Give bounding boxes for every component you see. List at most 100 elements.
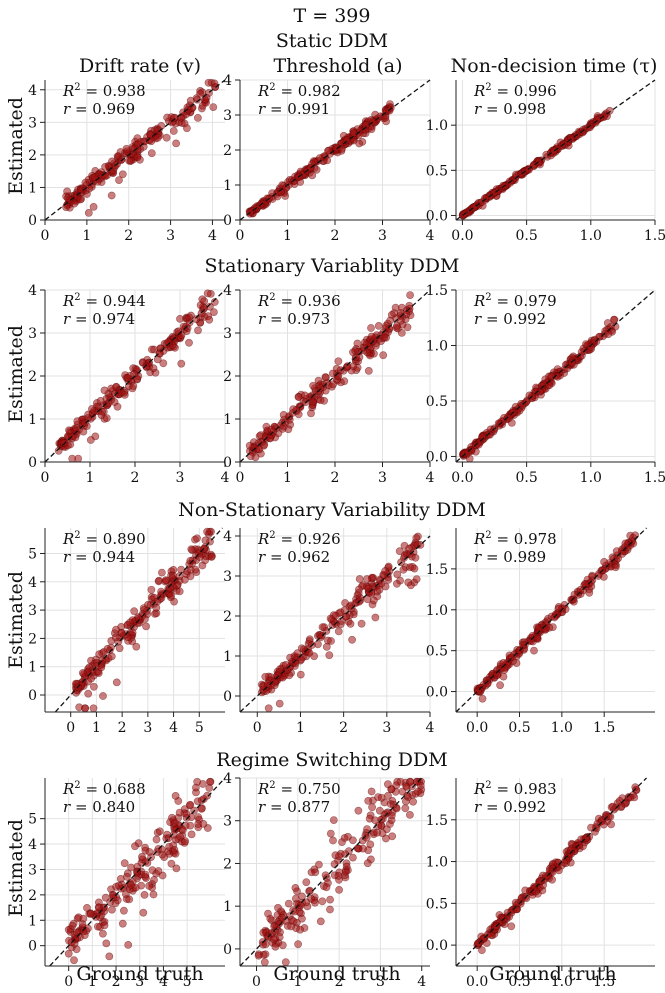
r2-annotation: R2 = 0.983 <box>473 780 557 798</box>
data-point <box>482 939 491 947</box>
data-point <box>130 607 139 616</box>
data-point <box>206 777 214 786</box>
data-point <box>377 793 386 802</box>
x-tick-label: 4 <box>159 974 168 990</box>
r2-annotation: R2 = 0.890 <box>62 530 146 548</box>
data-point <box>97 663 106 672</box>
row-title-nonstationary: Non-Stationary Variability DDM <box>178 499 486 521</box>
data-point <box>191 565 200 574</box>
data-point <box>167 859 176 868</box>
data-point <box>569 595 578 604</box>
y-tick-label: 2 <box>28 631 37 647</box>
x-tick-label: 4 <box>426 720 435 736</box>
data-point <box>350 129 358 138</box>
data-point <box>314 860 323 869</box>
x-tick-label: 5 <box>183 974 192 990</box>
ylabel-row-4: Estimated <box>5 819 27 917</box>
data-point <box>296 925 304 934</box>
data-point <box>154 867 163 875</box>
y-tick-label: 4 <box>223 73 232 89</box>
data-point <box>480 194 489 203</box>
y-tick-label: 2 <box>223 856 232 872</box>
x-tick-label: 1 <box>88 974 97 990</box>
data-point <box>551 610 560 619</box>
data-point <box>187 830 196 839</box>
data-point <box>359 844 367 853</box>
data-point <box>194 326 202 335</box>
data-point <box>78 669 87 677</box>
data-point <box>363 575 371 583</box>
data-point <box>193 114 202 122</box>
data-point <box>209 308 218 316</box>
data-point <box>147 585 156 594</box>
x-tick-label: 0 <box>236 470 245 486</box>
data-point <box>157 568 166 577</box>
data-point <box>311 898 319 907</box>
data-point <box>494 419 503 428</box>
data-point <box>530 646 538 655</box>
data-point <box>159 359 168 368</box>
data-point <box>271 942 280 951</box>
data-point <box>348 635 356 644</box>
y-tick-label: 3 <box>223 814 232 830</box>
data-point <box>405 811 414 819</box>
data-point <box>401 804 410 813</box>
data-point <box>147 345 156 354</box>
data-point <box>211 83 220 91</box>
identity-line <box>455 527 647 713</box>
data-point <box>396 576 404 585</box>
data-point <box>499 181 508 190</box>
data-point <box>371 613 380 622</box>
data-point <box>294 940 302 949</box>
data-point <box>71 433 80 442</box>
x-tick-label: 0.0 <box>466 974 488 990</box>
data-point <box>186 800 195 809</box>
col-title-ndt: Non-decision time (τ) <box>451 55 658 77</box>
data-point <box>293 649 302 658</box>
data-point <box>270 935 278 944</box>
data-point <box>150 876 158 884</box>
data-point <box>277 907 285 916</box>
y-tick-label: 0.0 <box>426 685 448 701</box>
x-tick-label: 1.5 <box>593 974 615 990</box>
y-tick-label: 0 <box>28 455 37 471</box>
data-point <box>123 872 131 881</box>
data-point <box>62 203 70 212</box>
data-point <box>285 412 293 421</box>
data-point <box>68 454 77 463</box>
data-point <box>607 820 615 829</box>
data-point <box>130 144 139 153</box>
col-title-drift: Drift rate (v) <box>79 55 201 77</box>
y-tick-label: 1 <box>223 178 232 194</box>
identity-line <box>455 79 656 221</box>
data-point <box>88 405 96 413</box>
data-point <box>86 436 95 444</box>
data-point <box>152 835 161 844</box>
data-point <box>367 332 376 341</box>
data-point <box>341 599 349 607</box>
r2-annotation: R2 = 0.936 <box>257 292 341 310</box>
data-point <box>257 199 266 208</box>
y-tick-label: 1 <box>223 899 232 915</box>
y-tick-label: 0 <box>28 939 37 955</box>
data-point <box>177 359 186 368</box>
data-point <box>104 399 113 407</box>
data-point <box>203 289 212 298</box>
data-point <box>168 571 177 580</box>
data-point <box>542 872 550 880</box>
y-tick-label: 2 <box>28 148 37 164</box>
data-point <box>245 441 254 450</box>
data-point <box>371 816 380 825</box>
data-point <box>326 905 334 914</box>
data-point <box>575 841 584 850</box>
data-point <box>364 584 373 593</box>
data-point <box>153 133 162 142</box>
data-point <box>138 853 146 861</box>
y-tick-label: 0 <box>223 942 232 958</box>
data-point <box>162 133 171 142</box>
x-tick-label: 1.0 <box>580 470 602 486</box>
data-point <box>334 872 343 880</box>
data-point <box>326 829 335 838</box>
y-tick-label: 0.0 <box>426 938 448 954</box>
data-point <box>200 304 208 313</box>
